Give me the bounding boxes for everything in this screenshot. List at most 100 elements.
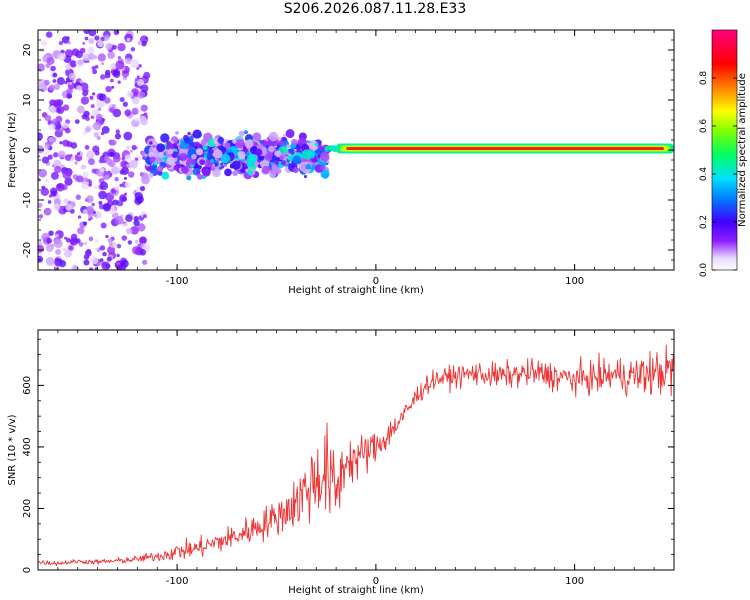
spectrogram-blob — [290, 164, 295, 169]
spectrogram-blob — [238, 130, 245, 137]
spectrogram-blob — [84, 249, 92, 257]
spectrogram-blob — [46, 57, 55, 65]
spectrogram-blob — [319, 165, 325, 171]
spectrogram-blob — [79, 79, 83, 84]
spectrogram-blob — [47, 200, 52, 204]
spectrogram-blob — [152, 144, 156, 148]
spectrogram-blob — [139, 186, 146, 192]
spectrogram-blob — [129, 149, 133, 153]
spectrogram-blob — [166, 156, 176, 166]
spectrogram-blob — [290, 143, 296, 150]
spectrogram-blob — [98, 158, 104, 164]
spectrogram-blob — [62, 122, 69, 129]
spectrogram-blob — [62, 247, 67, 252]
spectrogram-blob — [314, 142, 319, 147]
spectrogram-blob — [68, 81, 73, 86]
spectrogram-blob — [124, 154, 132, 161]
spectrogram-blob — [191, 153, 197, 160]
snr-panel: -100 0 100 0 200 400 600 Height of straight l… — [7, 329, 675, 596]
spectrogram-blob — [104, 97, 111, 104]
spectrogram-blob — [121, 235, 128, 241]
spectrogram-blob — [102, 251, 107, 257]
spectrogram-blob — [146, 166, 152, 172]
spectrogram-blob — [141, 40, 147, 47]
spectrogram-blob — [83, 110, 90, 118]
spectrogram-blob — [129, 159, 139, 169]
spectrogram-blob — [70, 233, 78, 241]
spectrogram-blob — [88, 30, 97, 37]
spectrogram-blob — [53, 203, 61, 211]
spectrogram-blob — [84, 126, 91, 133]
spectrogram-blob — [130, 47, 136, 52]
spectrogram-blob — [109, 242, 113, 247]
spectrogram-blob — [93, 132, 99, 138]
spectrogram-blob — [208, 148, 214, 155]
spectrogram-blob — [65, 203, 73, 211]
spectrogram-blob — [137, 223, 146, 232]
spectrogram-blob — [99, 245, 106, 251]
spectrogram-blob — [56, 105, 65, 115]
spectrogram-blob — [196, 170, 201, 175]
spectrogram-blob — [119, 183, 123, 188]
spectrogram-blob — [121, 223, 125, 227]
spectrogram-blob — [106, 256, 112, 262]
spectrogram-blob — [305, 163, 312, 170]
spectrogram-blob — [288, 153, 292, 157]
spectrogram-blob — [66, 36, 70, 40]
spectrogram-blob — [134, 239, 139, 244]
spectrogram-blob — [91, 66, 96, 70]
spectrogram-marks — [38, 30, 674, 270]
spectrogram-blob — [80, 96, 90, 105]
spectrogram-blob — [115, 129, 120, 134]
spectrogram-blob — [94, 35, 100, 41]
spectrogram-blob — [96, 99, 105, 108]
spectrogram-blob — [47, 154, 53, 160]
spectrogram-blob — [101, 261, 111, 270]
spectrogram-blob — [100, 36, 106, 42]
spectrogram-blob — [142, 259, 148, 265]
spectrogram-blob — [50, 187, 58, 195]
spectrogram-blob — [224, 168, 232, 177]
spectrogram-blob — [196, 173, 203, 180]
spectrogram-blob — [153, 161, 158, 166]
spectrogram-blob — [274, 150, 282, 158]
spectrogram-blob — [81, 181, 90, 190]
spectrogram-y-label: Frequency (Hz) — [7, 112, 18, 188]
spectrogram-blob — [50, 65, 56, 72]
snr-x-tick-label: 0 — [373, 576, 379, 587]
spectrogram-blob — [55, 248, 62, 256]
spectrogram-blob — [90, 255, 99, 265]
spectrogram-blob — [93, 213, 98, 218]
snr-y-tick-label: 0 — [22, 567, 33, 573]
spectrogram-blob — [203, 152, 208, 157]
colorbar-tick-label: 0.6 — [699, 119, 709, 134]
spectrogram-blob — [130, 225, 139, 235]
spectrogram-blob — [43, 79, 50, 86]
spectrogram-blob — [119, 194, 127, 202]
spectrogram-blob — [55, 182, 65, 192]
spectrogram-blob — [90, 104, 95, 109]
spectrogram-blob — [54, 165, 62, 174]
spectrogram-blob — [57, 52, 66, 61]
spectrogram-blob — [76, 175, 84, 183]
spectrogram-blob — [48, 84, 56, 91]
spectrogram-blob — [122, 101, 128, 107]
spectrogram-blob — [69, 60, 77, 68]
spectrogram-blob — [190, 164, 194, 168]
spectrogram-blob — [48, 123, 56, 131]
spectrogram-blob — [91, 92, 96, 96]
spectrogram-blob — [97, 40, 104, 48]
snr-series-line — [38, 344, 674, 567]
spectrogram-blob — [149, 141, 153, 145]
spectrogram-blob — [124, 109, 132, 117]
spectrogram-blob — [41, 156, 50, 164]
snr-x-tick-label: -100 — [166, 576, 189, 587]
spectrogram-blob — [83, 221, 88, 226]
spectrogram-blob — [38, 202, 43, 208]
spectrogram-blob — [88, 37, 95, 45]
colorbar-tick-label: 0.2 — [699, 215, 709, 229]
spectrogram-blob — [107, 238, 113, 243]
spectrogram-blob — [77, 152, 81, 156]
spectrogram-blob — [62, 104, 70, 111]
